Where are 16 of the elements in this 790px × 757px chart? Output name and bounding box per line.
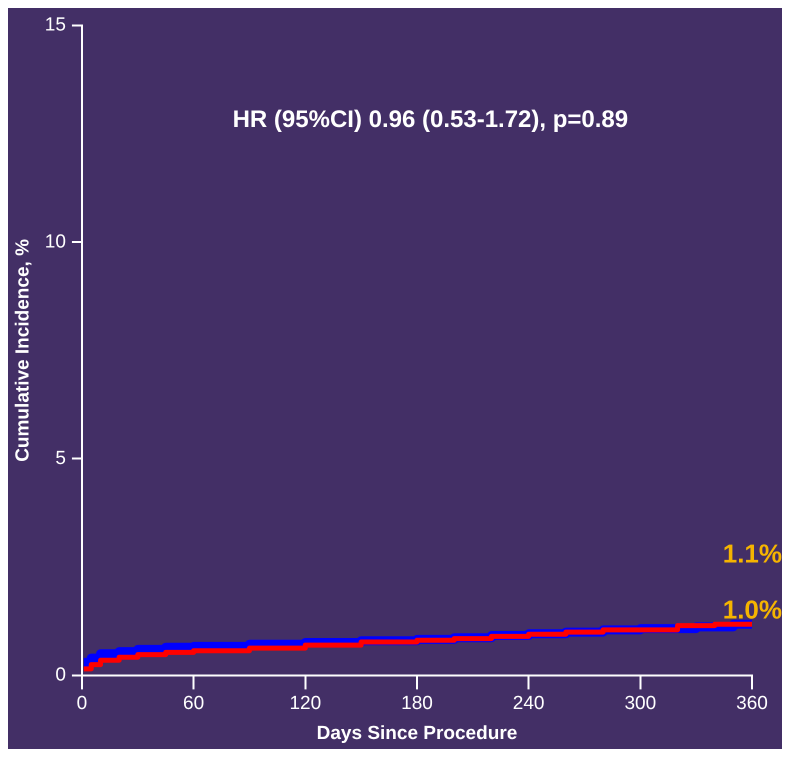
x-tick-label: 240 <box>512 693 544 714</box>
annotation: HR (95%CI) 0.96 (0.53-1.72), p=0.89 <box>232 106 628 134</box>
x-tick-label: 60 <box>183 693 204 714</box>
y-tick-label: 5 <box>55 448 66 469</box>
x-tick-label: 120 <box>289 693 322 714</box>
y-tick-label: 0 <box>55 664 66 686</box>
annotation: 1.0% <box>722 594 782 625</box>
x-tick-label: 300 <box>624 693 656 714</box>
x-tick-label: 360 <box>736 693 768 714</box>
y-tick-label: 10 <box>44 231 66 252</box>
x-tick-label: 180 <box>401 693 433 714</box>
y-axis-title: Cumulative Incidence, % <box>12 238 34 462</box>
y-tick-label: 15 <box>44 14 66 36</box>
x-axis-title: Days Since Procedure <box>316 722 518 744</box>
x-tick-label: 0 <box>76 693 88 714</box>
annotation: 1.1% <box>722 538 782 569</box>
